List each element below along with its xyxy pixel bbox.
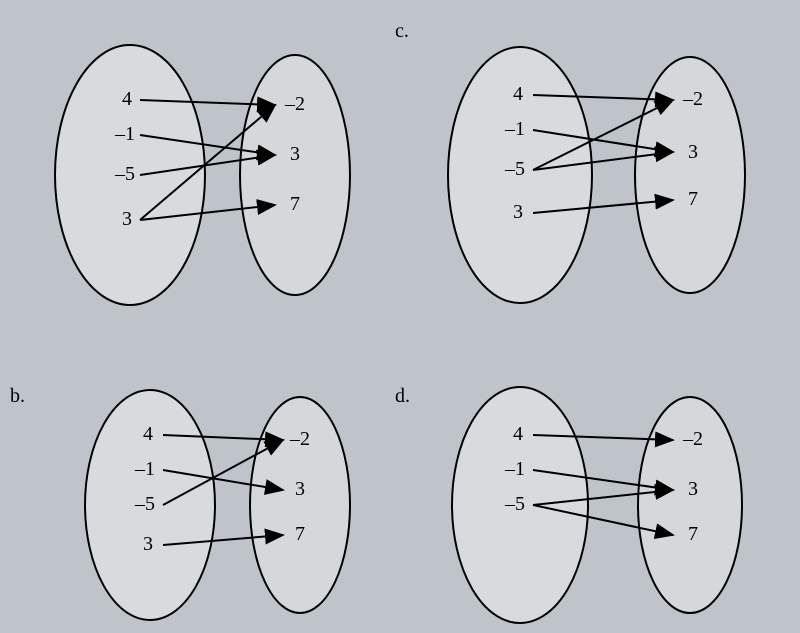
domain-value: 4 (513, 423, 523, 445)
domain-value: 3 (143, 533, 153, 555)
domain-value: –1 (504, 118, 525, 140)
range-value: 7 (688, 188, 698, 210)
domain-value: –1 (134, 458, 155, 480)
mapping-diagram-c: 4 –1 –5 3 –2 3 7 (435, 30, 755, 320)
range-value: –2 (284, 93, 305, 115)
range-value: 3 (688, 478, 698, 500)
mapping-diagram-a: 4 –1 –5 3 –2 3 7 (40, 30, 360, 320)
range-value: –2 (682, 88, 703, 110)
domain-value: –1 (504, 458, 525, 480)
mapping-diagram-d: 4 –1 –5 –2 3 7 (435, 380, 755, 630)
range-value: 3 (290, 143, 300, 165)
domain-value: –5 (114, 163, 135, 185)
domain-value: –1 (114, 123, 135, 145)
option-label-b: b. (10, 385, 25, 408)
range-value: 7 (688, 523, 698, 545)
range-value: –2 (682, 428, 703, 450)
domain-value: 3 (122, 208, 132, 230)
domain-value: –5 (504, 493, 525, 515)
range-oval (240, 55, 350, 295)
domain-value: 4 (143, 423, 153, 445)
mapping-diagram-b: 4 –1 –5 3 –2 3 7 (65, 380, 365, 630)
domain-value: –5 (504, 158, 525, 180)
domain-value: 4 (122, 88, 132, 110)
range-value: 3 (295, 478, 305, 500)
domain-value: 3 (513, 201, 523, 223)
option-label-c: c. (395, 20, 409, 43)
page: b. c. d. 4 –1 –5 3 –2 3 7 4 –1 –5 3 –2 3 7 4 –1 –5 3 –2 3… (0, 0, 800, 633)
domain-value: –5 (134, 493, 155, 515)
domain-value: 4 (513, 83, 523, 105)
range-value: 3 (688, 141, 698, 163)
range-value: –2 (289, 428, 310, 450)
range-value: 7 (290, 193, 300, 215)
option-label-d: d. (395, 385, 410, 408)
range-value: 7 (295, 523, 305, 545)
